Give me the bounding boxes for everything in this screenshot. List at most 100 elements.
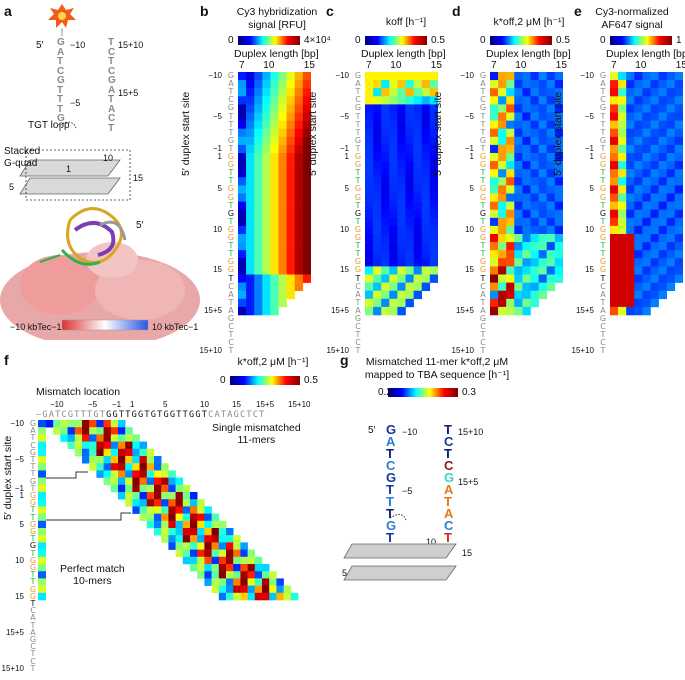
heatmap-cell: [294, 209, 304, 219]
sequence-base: G: [227, 208, 235, 218]
heatmap-cell: [286, 169, 295, 178]
heatmap-cell: [554, 96, 563, 105]
heatmap-cell: [118, 463, 126, 471]
heatmap-cell: [554, 234, 563, 243]
heatmap-cell: [658, 88, 667, 97]
heatmap-cell: [278, 201, 287, 210]
heatmap-cell: [421, 185, 431, 194]
heatmap-cell: [506, 153, 515, 162]
heatmap-cell: [365, 104, 374, 113]
heatmap-cell: [294, 242, 304, 251]
row-tick: 15: [340, 265, 349, 275]
heatmap-cell: [294, 274, 304, 283]
heatmap-cell: [365, 96, 374, 105]
heatmap-cell: [262, 298, 271, 308]
heatmap-cell: [233, 542, 241, 550]
heatmap-cell: [238, 274, 247, 283]
heatmap-cell: [286, 144, 295, 154]
stem-base: C: [57, 65, 65, 77]
heatmap-cell: [270, 161, 279, 170]
heatmap-cell: [182, 484, 191, 493]
heatmap-cell: [146, 520, 155, 529]
heatmap-cell: [254, 104, 263, 113]
heatmap-cell: [514, 112, 523, 121]
heatmap-cell: [154, 513, 162, 522]
heatmap-cell: [421, 234, 431, 243]
heatmap-cell: [270, 104, 279, 113]
heatmap-cell: [538, 169, 547, 178]
sequence-base: G: [227, 314, 235, 323]
heatmap-cell: [278, 177, 287, 186]
f-top-base: G: [150, 410, 158, 420]
heatmap-cell: [522, 169, 531, 178]
sequence-base: T: [600, 249, 606, 259]
heatmap-cell: [182, 528, 191, 536]
heatmap-cell: [389, 120, 398, 129]
heatmap-cell: [226, 571, 234, 579]
heatmap-cell: [118, 441, 126, 450]
heatmap-cell: [240, 592, 248, 601]
heatmap-cell: [278, 225, 287, 235]
heatmap-cell: [110, 420, 119, 428]
heatmap-cell: [294, 128, 304, 138]
heatmap-cell: [161, 484, 169, 493]
heatmap-cell: [381, 234, 390, 243]
heatmap-cell: [546, 217, 556, 227]
heatmap-cell: [254, 258, 263, 267]
f-perfect-column: [38, 420, 46, 601]
heatmap-cell: [413, 161, 422, 170]
heatmap-cell: [211, 513, 220, 522]
c-title: koff [h⁻¹]: [385, 16, 427, 28]
heatmap-cell: [389, 128, 398, 138]
heatmap-cell: [270, 193, 279, 202]
sequence-base: T: [480, 330, 486, 340]
heatmap-cell: [658, 120, 667, 129]
f-top-base: G: [42, 410, 49, 420]
heatmap-cell: [522, 104, 531, 113]
heatmap-cell: [522, 225, 531, 235]
heatmap-cell: [38, 564, 46, 572]
heatmap-cell: [397, 298, 406, 308]
heatmap-cell: [247, 556, 256, 565]
sequence-base: T: [228, 143, 234, 153]
heatmap-cell: [240, 556, 248, 565]
heatmap-cell: [658, 136, 667, 146]
row-tick: 10: [15, 555, 24, 565]
heatmap-cell: [618, 282, 627, 291]
heatmap-cell: [365, 136, 374, 146]
heatmap-cell: [610, 209, 619, 219]
heatmap-cell: [190, 564, 198, 572]
heatmap-cell: [626, 128, 635, 138]
heatmap-cell: [365, 242, 374, 251]
heatmap-cell: [74, 434, 83, 442]
heatmap-cell: [413, 242, 422, 251]
heatmap-cell: [514, 242, 523, 251]
sequence-base: T: [355, 249, 361, 259]
heatmap-cell: [38, 463, 46, 471]
heatmap-cell: [246, 120, 255, 129]
heatmap-cell: [254, 298, 263, 308]
heatmap-cell: [626, 144, 635, 154]
heatmap-cell: [67, 420, 76, 428]
heatmap-cell: [514, 201, 523, 210]
heatmap-cell: [490, 185, 499, 194]
heatmap-cell: [139, 506, 148, 514]
heatmap-cell: [218, 556, 227, 565]
heatmap-cell: [530, 185, 539, 194]
heatmap-cell: [38, 592, 46, 601]
heatmap-cell: [405, 177, 414, 186]
heatmap-cell: [413, 120, 422, 129]
heatmap-cell: [618, 144, 627, 154]
heatmap-cell: [197, 564, 205, 572]
stem-base: G: [108, 75, 116, 86]
heatmap-cell: [211, 556, 220, 565]
heatmap-cell: [506, 120, 515, 129]
row-tick: 15+5: [5, 627, 24, 637]
heatmap-cell: [110, 456, 119, 464]
sequence-base: G: [599, 71, 607, 80]
heatmap-cell: [278, 217, 287, 227]
heatmap-cell: [634, 72, 643, 81]
heatmap-cell: [110, 477, 119, 486]
x-tick: 7: [239, 60, 245, 71]
heatmap-cell: [373, 298, 382, 308]
